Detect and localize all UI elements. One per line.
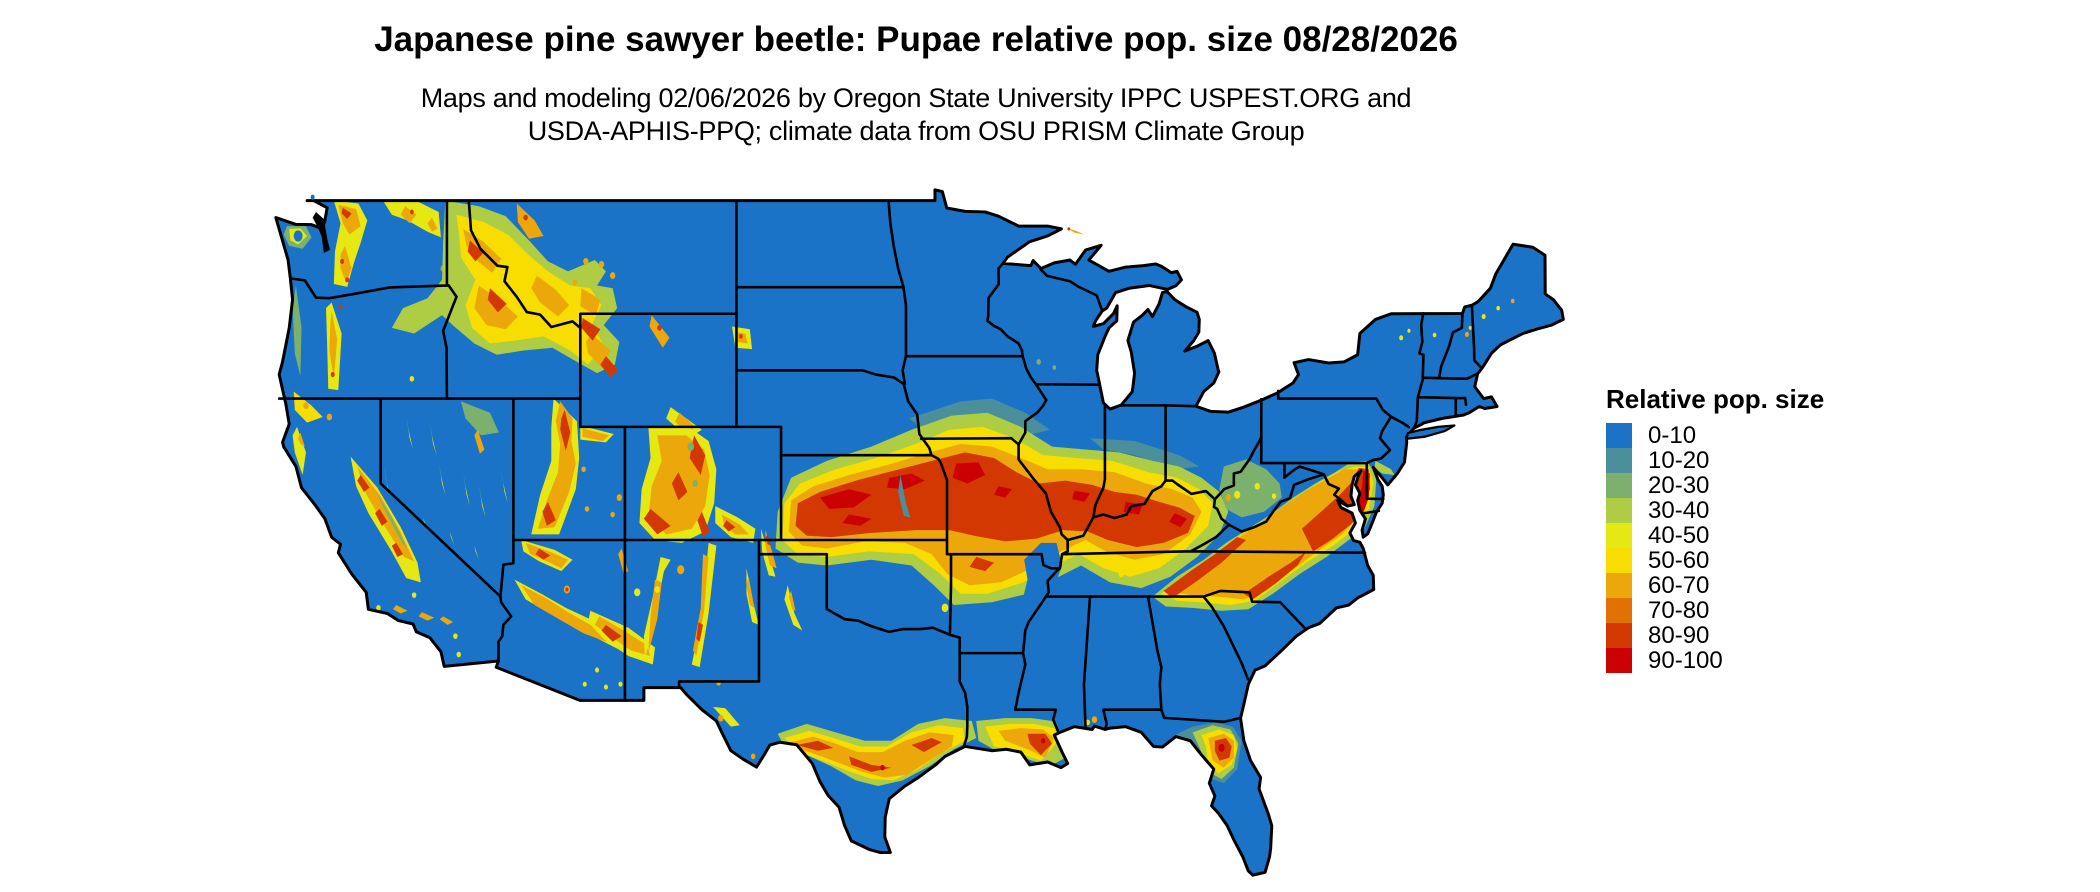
legend-label: 60-70 [1648,572,1710,599]
point-roberts [310,194,315,200]
legend-swatch [1606,523,1632,548]
legend-label: 80-90 [1648,622,1710,649]
legend-label: 20-30 [1648,472,1710,499]
map-subtitle-line1: Maps and modeling 02/06/2026 by Oregon S… [420,83,1412,113]
legend-label: 50-60 [1648,547,1710,574]
map-subtitle-line2: USDA-APHIS-PPQ; climate data from OSU PR… [527,116,1305,146]
legend-row: 20-30 [1606,473,1824,498]
legend-swatch [1606,473,1632,498]
isle-royale-tip [1067,227,1071,231]
legend-row: 0-10 [1606,423,1824,448]
map-legend: Relative pop. size 0-10 10-20 20-30 30-4… [1606,384,1824,673]
conus-outline [276,190,1563,875]
legend-swatch [1606,648,1632,673]
legend-row: 10-20 [1606,448,1824,473]
us-map [258,178,1574,892]
legend-label: 0-10 [1648,422,1697,449]
puget-sound [312,211,330,253]
legend-swatch [1606,548,1632,573]
legend-row: 40-50 [1606,523,1824,548]
legend-label: 70-80 [1648,597,1710,624]
legend-label: 10-20 [1648,447,1710,474]
legend-row: 30-40 [1606,498,1824,523]
legend-row: 60-70 [1606,573,1824,598]
legend-label: 30-40 [1648,497,1710,524]
legend-label: 40-50 [1648,522,1710,549]
legend-row: 80-90 [1606,623,1824,648]
long-island [1407,425,1455,438]
legend-swatch [1606,573,1632,598]
map-header: Japanese pine sawyer beetle: Pupae relat… [258,20,1574,148]
legend-label: 90-100 [1648,647,1723,674]
legend-swatch [1606,623,1632,648]
legend-row: 50-60 [1606,548,1824,573]
legend-swatch [1606,448,1632,473]
isle-royale [1066,227,1085,235]
legend-swatch [1606,423,1632,448]
legend-swatch [1606,598,1632,623]
state-borders [279,201,1481,747]
legend-row: 90-100 [1606,648,1824,673]
map-subtitle: Maps and modeling 02/06/2026 by Oregon S… [258,82,1574,148]
legend-swatch [1606,498,1632,523]
legend-row: 70-80 [1606,598,1824,623]
map-title: Japanese pine sawyer beetle: Pupae relat… [374,20,1458,59]
legend-title: Relative pop. size [1606,384,1825,414]
us-map-svg [258,178,1574,892]
